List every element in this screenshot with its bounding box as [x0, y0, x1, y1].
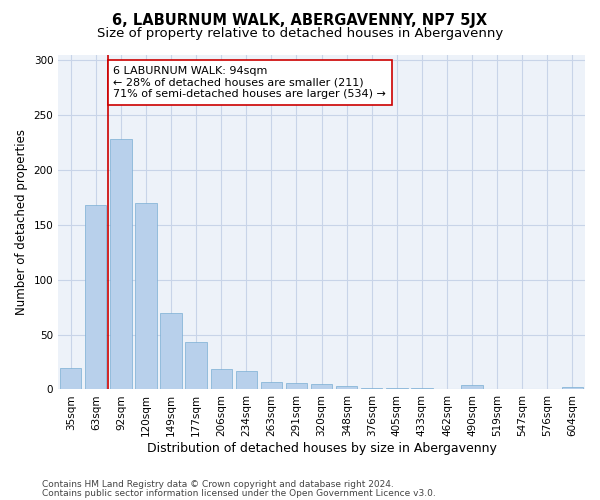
Bar	[361, 388, 382, 390]
Bar	[386, 388, 407, 390]
Bar	[236, 371, 257, 390]
Bar	[60, 368, 82, 390]
Text: 6 LABURNUM WALK: 94sqm
← 28% of detached houses are smaller (211)
71% of semi-de: 6 LABURNUM WALK: 94sqm ← 28% of detached…	[113, 66, 386, 99]
Bar	[160, 312, 182, 390]
Bar	[110, 140, 131, 390]
Bar	[311, 384, 332, 390]
Bar	[411, 388, 433, 390]
Text: Size of property relative to detached houses in Abergavenny: Size of property relative to detached ho…	[97, 28, 503, 40]
Bar	[562, 388, 583, 390]
Bar	[185, 342, 207, 390]
Y-axis label: Number of detached properties: Number of detached properties	[15, 129, 28, 315]
X-axis label: Distribution of detached houses by size in Abergavenny: Distribution of detached houses by size …	[146, 442, 497, 455]
Bar	[211, 368, 232, 390]
Bar	[461, 385, 483, 390]
Text: Contains public sector information licensed under the Open Government Licence v3: Contains public sector information licen…	[42, 488, 436, 498]
Bar	[136, 203, 157, 390]
Bar	[85, 205, 106, 390]
Bar	[261, 382, 282, 390]
Bar	[286, 383, 307, 390]
Text: Contains HM Land Registry data © Crown copyright and database right 2024.: Contains HM Land Registry data © Crown c…	[42, 480, 394, 489]
Text: 6, LABURNUM WALK, ABERGAVENNY, NP7 5JX: 6, LABURNUM WALK, ABERGAVENNY, NP7 5JX	[112, 12, 488, 28]
Bar	[336, 386, 358, 390]
